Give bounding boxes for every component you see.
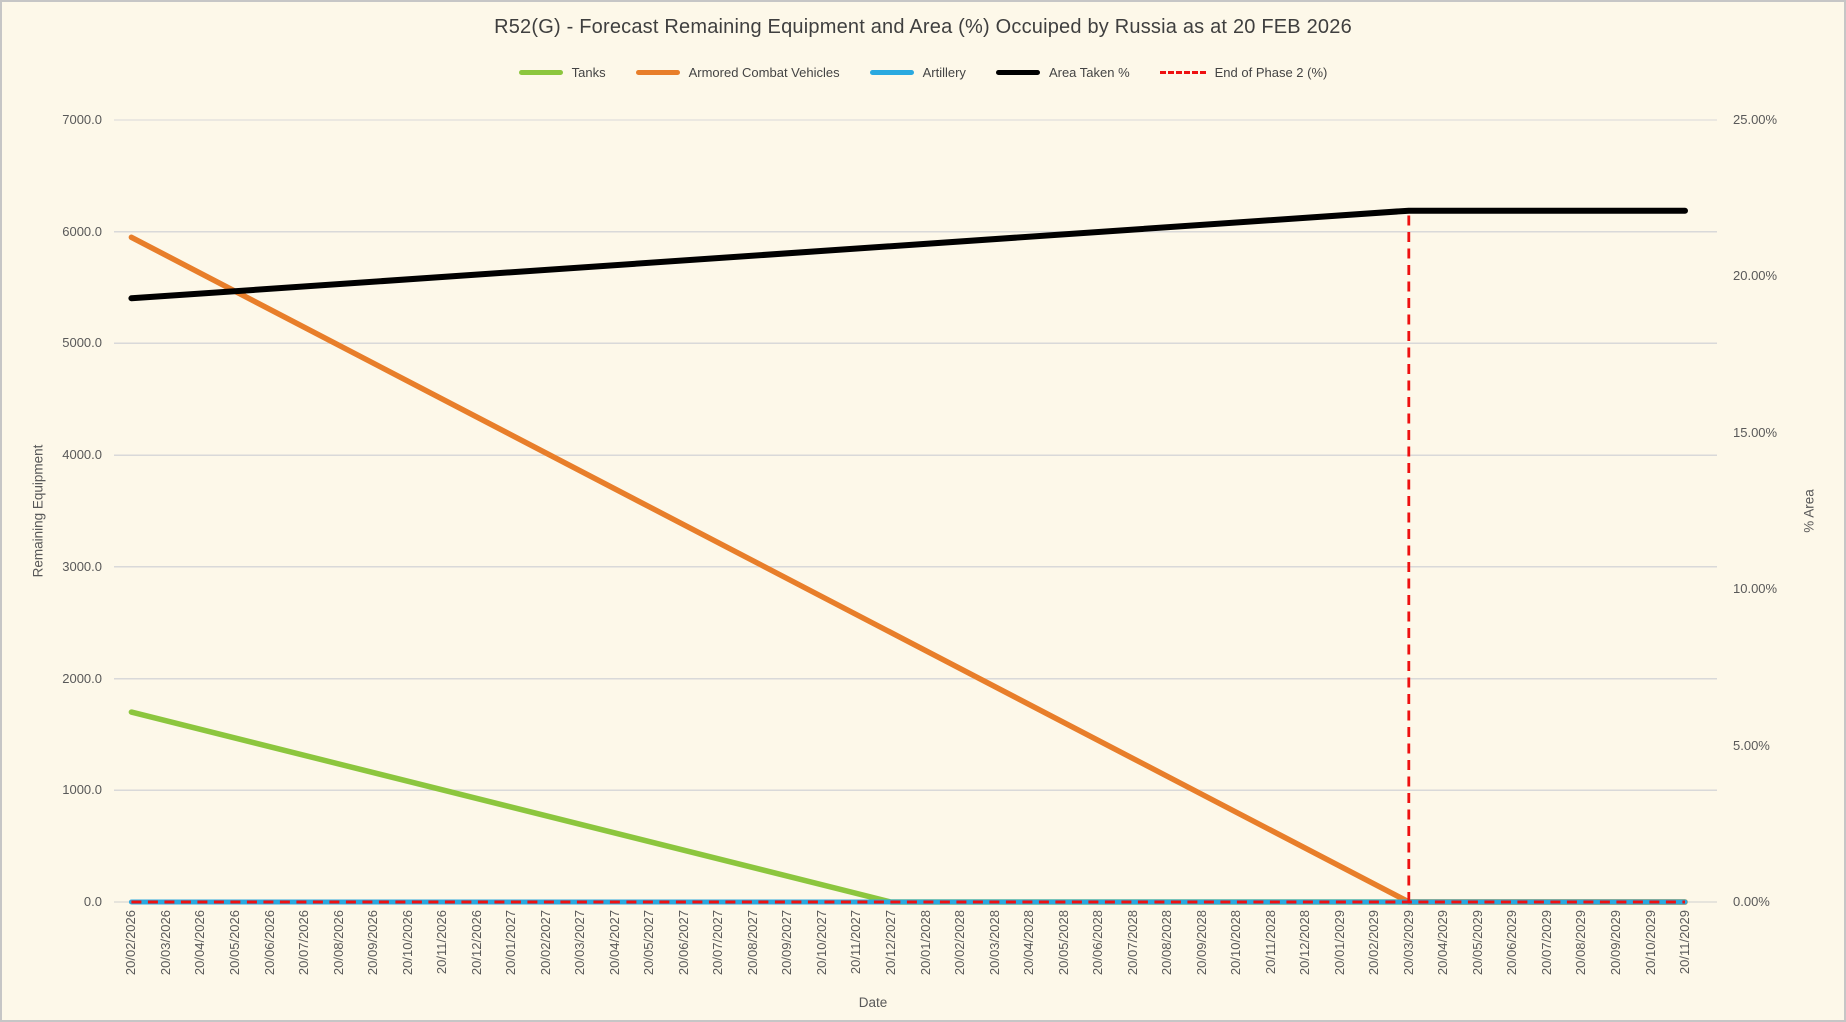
x-axis-tick: 20/02/2028: [952, 910, 967, 976]
y-axis-left-tick: 4000.0: [62, 447, 102, 463]
x-axis-tick: 20/10/2028: [1228, 910, 1244, 976]
y-axis-left-tick: 5000.0: [62, 335, 102, 351]
legend-swatch-icon: [518, 70, 563, 75]
x-axis-tick: 20/01/2029: [1331, 910, 1347, 976]
x-axis-tick: 20/08/2027: [744, 910, 760, 976]
x-axis-tick: 20/01/2027: [503, 910, 519, 976]
x-axis-title: Date: [858, 995, 888, 1010]
x-axis-tick: 20/05/2028: [1055, 910, 1071, 976]
y-axis-right-title: % Area: [1801, 489, 1817, 533]
x-axis-tick: 20/12/2026: [468, 910, 484, 976]
y-axis-right-tick: 15.00%: [1733, 424, 1778, 440]
x-axis-tick: 20/09/2027: [779, 910, 795, 976]
legend: Tanks Armored Combat Vehicles Artillery Are…: [2, 65, 1844, 80]
x-axis-tick: 20/11/2027: [848, 910, 864, 975]
series-line-armored-combat-vehicles: [128, 234, 1688, 905]
legend-item-tanks: Tanks: [518, 65, 606, 80]
x-axis-tick: 20/04/2029: [1435, 910, 1451, 976]
series-line-area-taken-: [128, 207, 1688, 302]
x-axis-tick: 20/08/2029: [1573, 910, 1589, 976]
x-axis-tick: 20/09/2026: [365, 910, 381, 976]
x-axis-tick: 20/05/2029: [1469, 910, 1485, 976]
x-axis-tick: 20/07/2028: [1124, 910, 1140, 976]
chart-title: R52(G) - Forecast Remaining Equipment an…: [494, 16, 1352, 38]
x-axis-tick: 20/03/2028: [986, 910, 1002, 976]
x-axis-tick: 20/08/2026: [330, 910, 346, 976]
x-axis-tick: 20/03/2026: [157, 910, 173, 976]
x-axis-tick: 20/10/2029: [1642, 910, 1658, 976]
x-axis-tick: 20/04/2027: [606, 910, 622, 976]
y-axis-left-tick: 3000.0: [62, 558, 102, 574]
legend-label: End of Phase 2 (%): [1214, 65, 1328, 80]
x-axis-tick: 20/05/2026: [227, 910, 242, 976]
legend-item-end-of-phase-2-: End of Phase 2 (%): [1159, 65, 1328, 80]
x-axis-tick: 20/01/2028: [917, 910, 933, 976]
x-axis-tick: 20/11/2029: [1677, 910, 1692, 975]
x-axis-tick: 20/06/2029: [1504, 910, 1520, 976]
x-axis-tick: 20/11/2028: [1262, 910, 1278, 975]
legend-item-area-taken-: Area Taken %: [995, 65, 1130, 80]
x-axis-tick: 20/12/2028: [1297, 910, 1313, 976]
legend-item-armored-combat-vehicles: Armored Combat Vehicles: [635, 65, 840, 80]
x-axis-tick: 20/09/2029: [1608, 910, 1623, 976]
y-axis-right-tick: 20.00%: [1733, 268, 1778, 284]
x-axis-tick: 20/10/2027: [813, 910, 829, 976]
y-axis-left-tick: 6000.0: [62, 223, 102, 239]
x-axis-tick: 20/06/2026: [261, 910, 277, 976]
legend-label: Area Taken %: [1048, 65, 1130, 80]
x-axis-tick: 20/06/2028: [1090, 910, 1106, 976]
x-axis-tick: 20/07/2026: [296, 910, 311, 976]
x-axis-tick: 20/08/2028: [1159, 910, 1175, 976]
x-axis-tick: 20/09/2028: [1193, 910, 1209, 976]
x-axis-tick: 20/03/2027: [572, 910, 588, 976]
legend-label: Tanks: [571, 65, 606, 80]
x-axis-tick: 20/06/2027: [675, 910, 691, 976]
x-axis-tick: 20/04/2028: [1021, 910, 1036, 976]
x-axis-tick: 20/02/2027: [537, 910, 553, 976]
y-axis-right-tick: 25.00%: [1733, 112, 1778, 127]
x-axis-tick: 20/03/2029: [1400, 910, 1416, 976]
legend-item-artillery: Artillery: [869, 65, 966, 80]
x-axis-tick: 20/10/2026: [399, 910, 415, 976]
y-axis-left-tick: 2000.0: [62, 670, 102, 686]
y-axis-right-tick: 5.00%: [1733, 737, 1770, 753]
legend-swatch-icon: [635, 70, 680, 75]
legend-swatch-icon: [869, 70, 914, 75]
x-axis-tick: 20/02/2029: [1366, 910, 1382, 976]
y-axis-left-tick: 7000.0: [62, 112, 102, 127]
y-axis-left-tick: 0.0: [83, 894, 102, 909]
x-axis-tick: 20/11/2026: [434, 910, 450, 975]
y-axis-right-tick: 10.00%: [1733, 581, 1778, 597]
legend-swatch-icon: [1159, 71, 1206, 74]
y-axis-left-tick: 1000.0: [62, 782, 102, 798]
x-axis-tick: 20/05/2027: [641, 910, 657, 976]
series-line-tanks: [128, 709, 1688, 905]
y-axis-left-title: Remaining Equipment: [30, 444, 46, 578]
legend-label: Artillery: [922, 65, 966, 80]
x-axis-tick: 20/12/2027: [882, 910, 898, 976]
x-axis-tick: 20/07/2027: [710, 910, 726, 976]
y-axis-right-tick: 0.00%: [1733, 894, 1770, 909]
legend-swatch-icon: [995, 70, 1040, 75]
x-axis-tick: 20/07/2029: [1538, 910, 1554, 976]
x-axis-tick: 20/04/2026: [192, 910, 208, 976]
legend-label: Armored Combat Vehicles: [688, 65, 840, 80]
x-axis-tick: 20/02/2026: [123, 910, 139, 976]
